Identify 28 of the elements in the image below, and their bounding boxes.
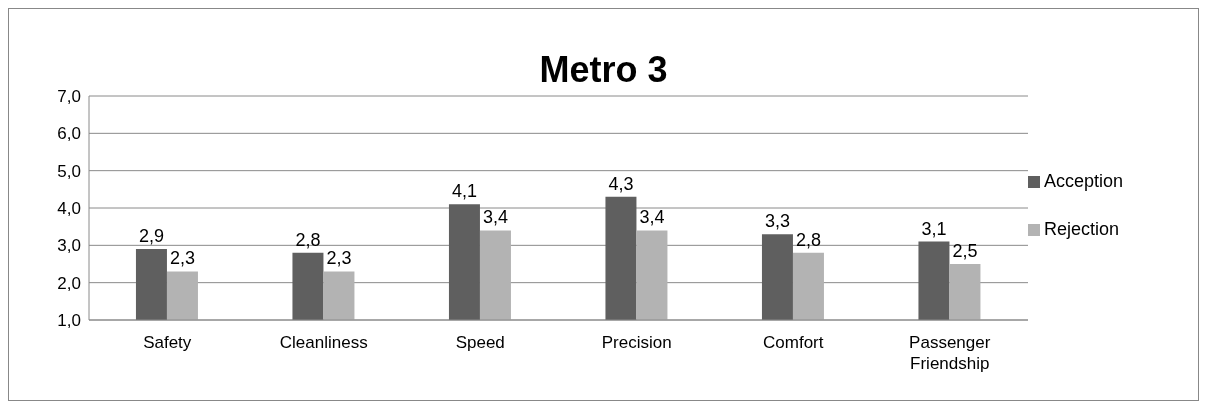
- data-label: 2,8: [295, 229, 321, 250]
- x-tick-label: Cleanliness: [279, 333, 368, 352]
- y-tick-label: 6,0: [57, 124, 81, 144]
- chart-title: Metro 3: [539, 49, 668, 90]
- x-tick-label: Passenger Friendship: [909, 333, 991, 373]
- legend-label: Acception: [1044, 170, 1124, 191]
- x-tick-label: Comfort: [763, 333, 824, 352]
- data-label: 4,3: [608, 173, 634, 194]
- legend-label: Rejection: [1044, 218, 1120, 239]
- y-tick-label: 1,0: [57, 311, 81, 331]
- y-tick-label: 3,0: [57, 236, 81, 256]
- data-label: 3,4: [482, 207, 508, 228]
- x-tick-label: Precision: [601, 333, 672, 352]
- y-tick-label: 5,0: [57, 161, 81, 181]
- data-label: 2,8: [795, 229, 821, 250]
- data-label: 2,3: [326, 248, 352, 269]
- data-label: 3,4: [639, 207, 665, 228]
- data-label: 2,5: [952, 241, 978, 261]
- y-tick-label: 2,0: [57, 273, 81, 293]
- data-label: 3,3: [764, 211, 790, 232]
- data-label: 3,1: [921, 218, 947, 239]
- data-label: 2,9: [138, 226, 164, 247]
- x-tick-label: Safety: [143, 333, 192, 352]
- x-tick-label: Speed: [455, 333, 505, 352]
- data-label: 2,3: [169, 248, 195, 269]
- y-tick-label: 4,0: [57, 199, 81, 219]
- y-tick-label: 7,0: [57, 87, 81, 107]
- data-label: 4,1: [451, 181, 477, 202]
